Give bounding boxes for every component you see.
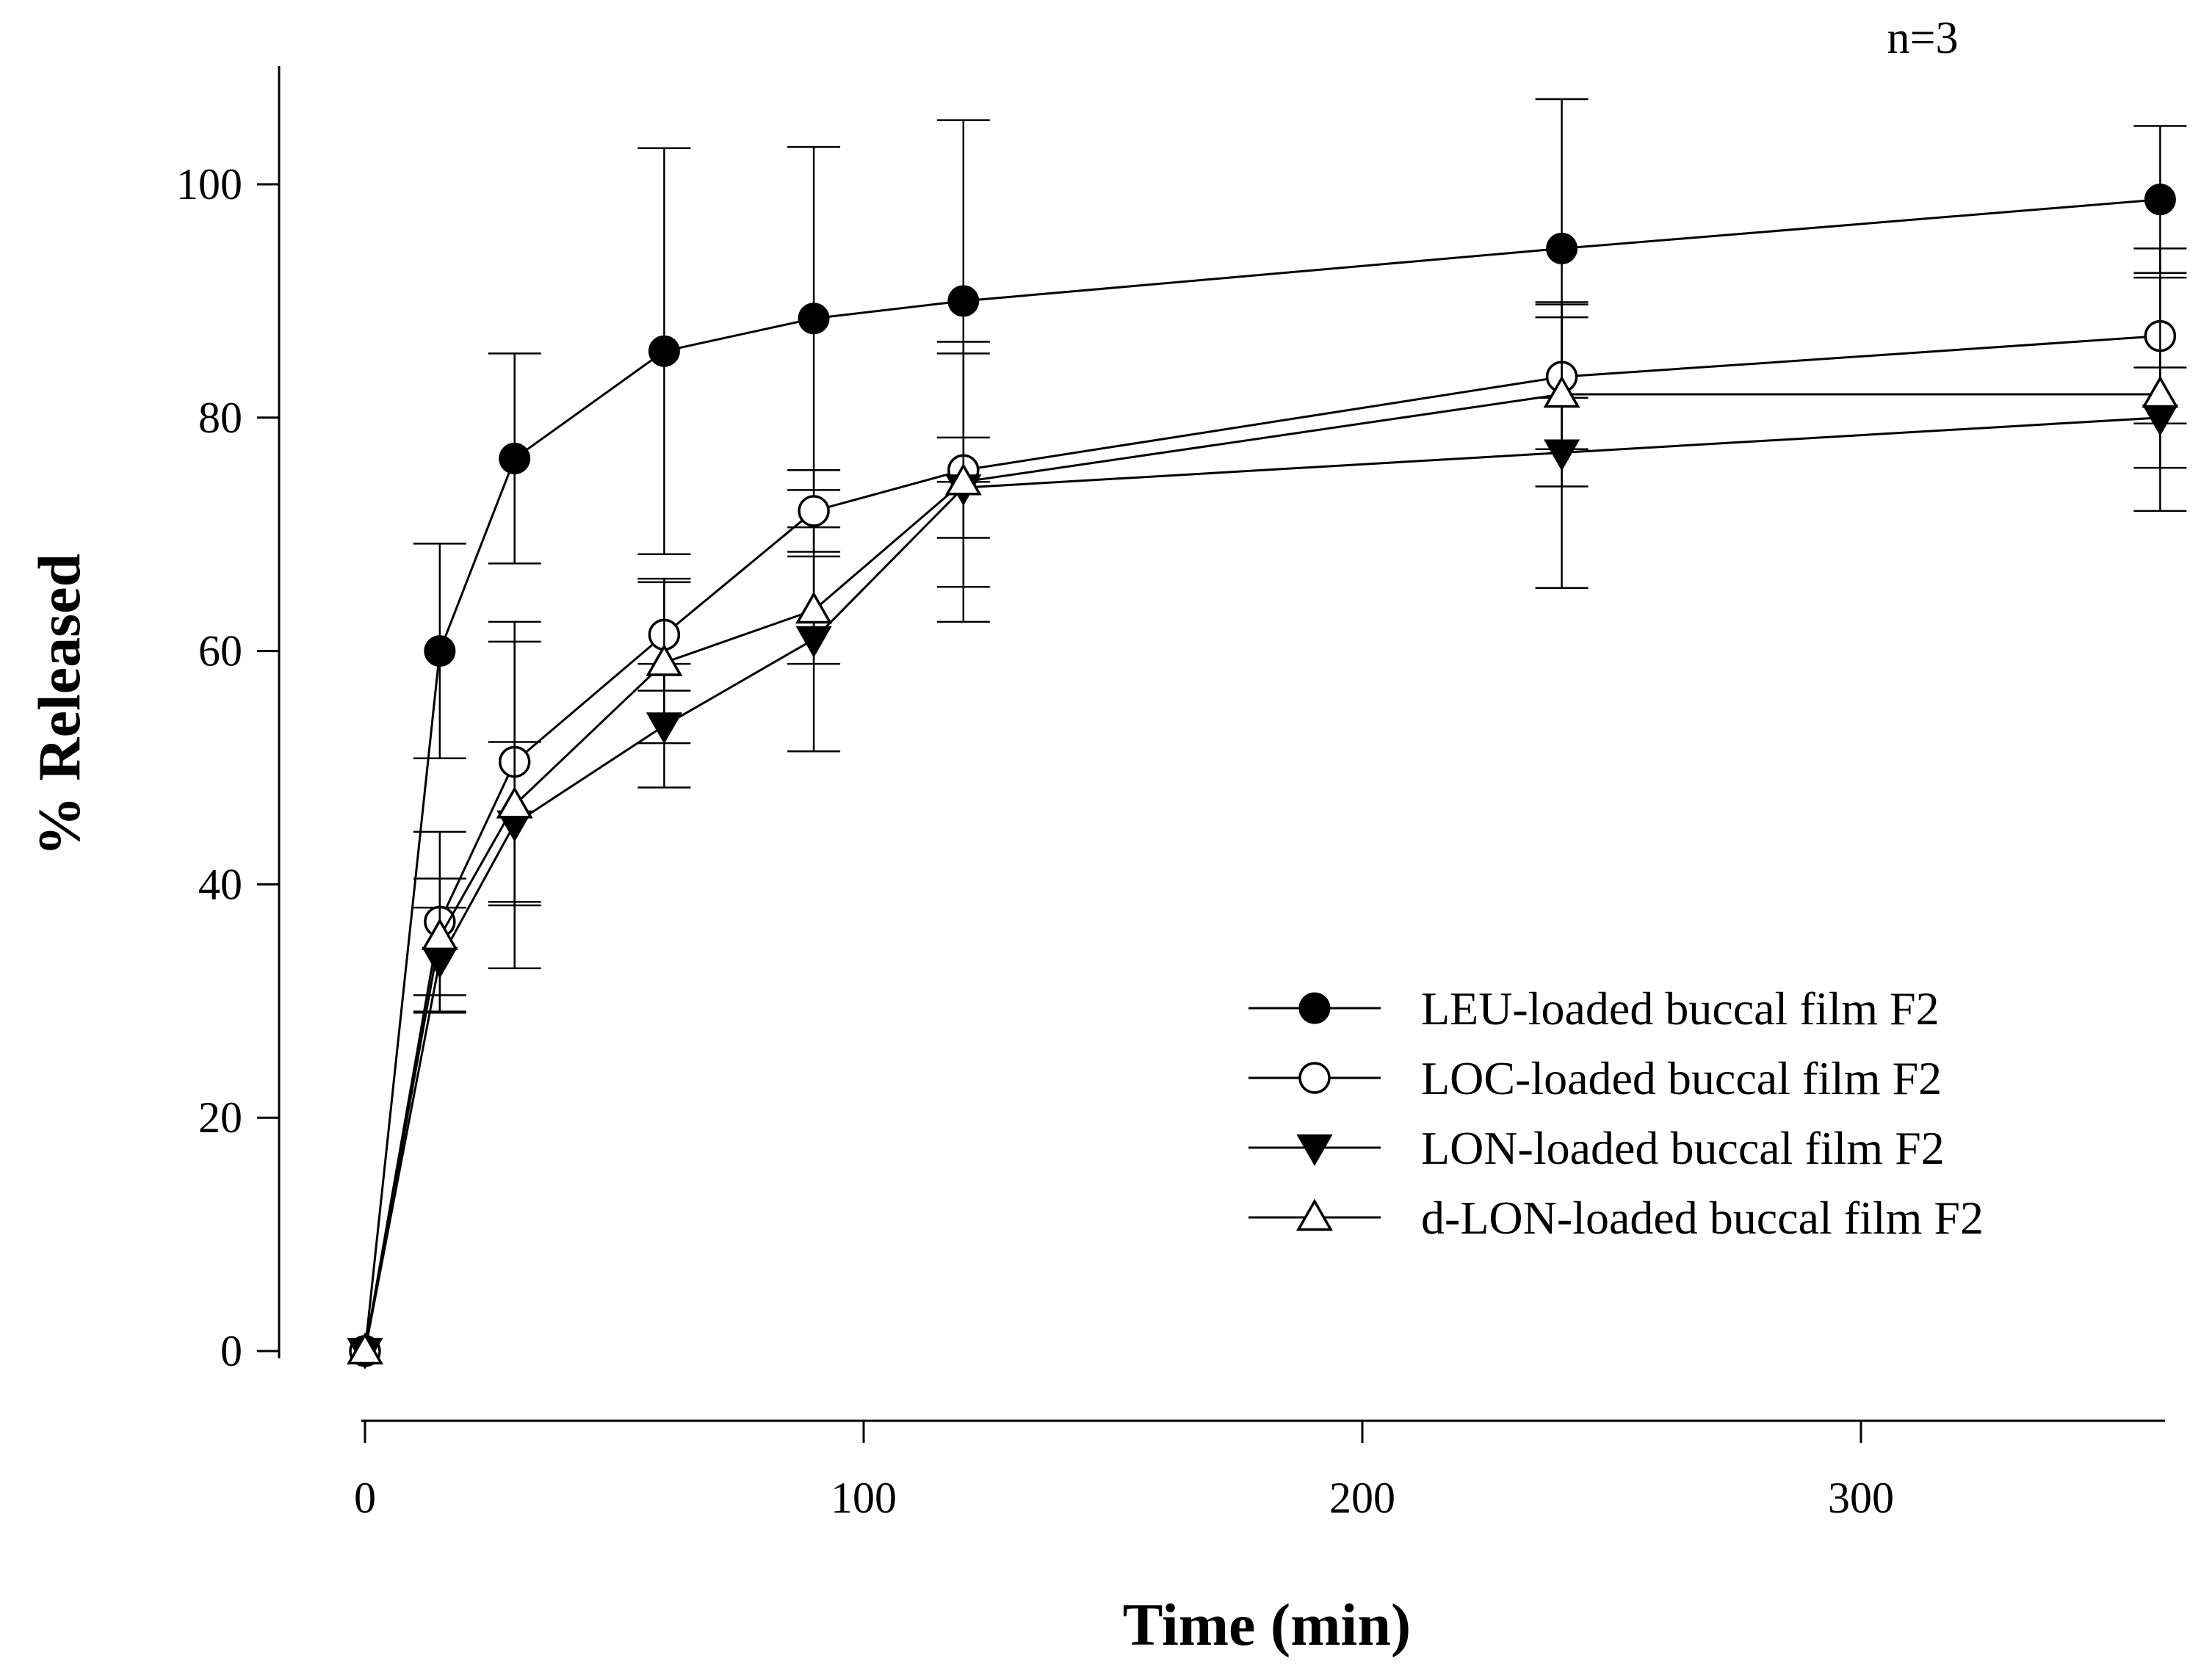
data-point-open-triangle [1295, 1198, 1334, 1231]
data-point-open-circle [1298, 1062, 1331, 1094]
legend-label: LEU-loaded buccal film F2 [1421, 982, 1940, 1035]
data-point-open-triangle [496, 786, 533, 819]
data-point-open-triangle [2142, 375, 2179, 408]
data-point-open-triangle [421, 918, 458, 951]
series-line [364, 198, 2161, 1352]
series-layer [346, 98, 2187, 1370]
y-axis-title: % Released [26, 554, 93, 856]
data-point-filled-circle [648, 335, 680, 367]
legend-label: LOC-loaded buccal film F2 [1421, 1052, 1942, 1104]
y-tick-label: 60 [198, 627, 242, 676]
x-tick-label: 100 [831, 1474, 897, 1522]
data-point-filled-circle [947, 285, 980, 317]
data-point-filled-circle [2144, 184, 2176, 216]
y-tick-label: 20 [198, 1093, 242, 1142]
data-point-filled-circle [1546, 232, 1578, 264]
legend-item-4: d-LON-loaded buccal film F2 [1248, 1192, 1984, 1244]
axes: 0 20 40 60 80 100 0 100 200 300 [176, 66, 2165, 1522]
y-tick-label: 80 [198, 394, 242, 442]
y-tick-label: 40 [198, 860, 242, 908]
series-line [364, 416, 2161, 1352]
x-axis-title: Time (min) [1123, 1591, 1412, 1658]
legend-item-3: LON-loaded buccal film F2 [1248, 1122, 1945, 1174]
sample-size-note: n=3 [1887, 13, 1959, 63]
data-point-open-triangle [944, 463, 982, 496]
x-tick-label: 0 [354, 1474, 376, 1522]
series-1 [349, 98, 2187, 1367]
data-point-filled-triangle [1296, 1134, 1333, 1167]
series-4 [346, 276, 2187, 1365]
data-point-filled-circle [424, 635, 456, 667]
legend-label: d-LON-loaded buccal film F2 [1421, 1192, 1984, 1244]
data-point-filled-circle [798, 303, 830, 335]
data-point-filled-circle [1298, 992, 1331, 1024]
series-line [364, 393, 2161, 1352]
legend-item-1: LEU-loaded buccal film F2 [1248, 982, 1940, 1035]
data-point-open-triangle [1543, 375, 1580, 408]
data-point-open-triangle [646, 643, 683, 676]
y-tick-label: 100 [176, 160, 242, 209]
y-tick-label: 0 [220, 1327, 242, 1375]
legend-item-2: LOC-loaded buccal film F2 [1248, 1052, 1942, 1104]
legend: LEU-loaded buccal film F2 LOC-loaded bucc… [1248, 982, 1984, 1244]
x-tick-label: 200 [1329, 1474, 1395, 1522]
data-point-open-triangle [346, 1332, 384, 1365]
series-line [364, 335, 2161, 1352]
data-point-open-circle [798, 495, 830, 527]
data-point-filled-circle [499, 442, 531, 474]
x-tick-label: 300 [1828, 1474, 1894, 1522]
legend-label: LON-loaded buccal film F2 [1421, 1122, 1945, 1174]
data-point-open-triangle [795, 591, 833, 624]
